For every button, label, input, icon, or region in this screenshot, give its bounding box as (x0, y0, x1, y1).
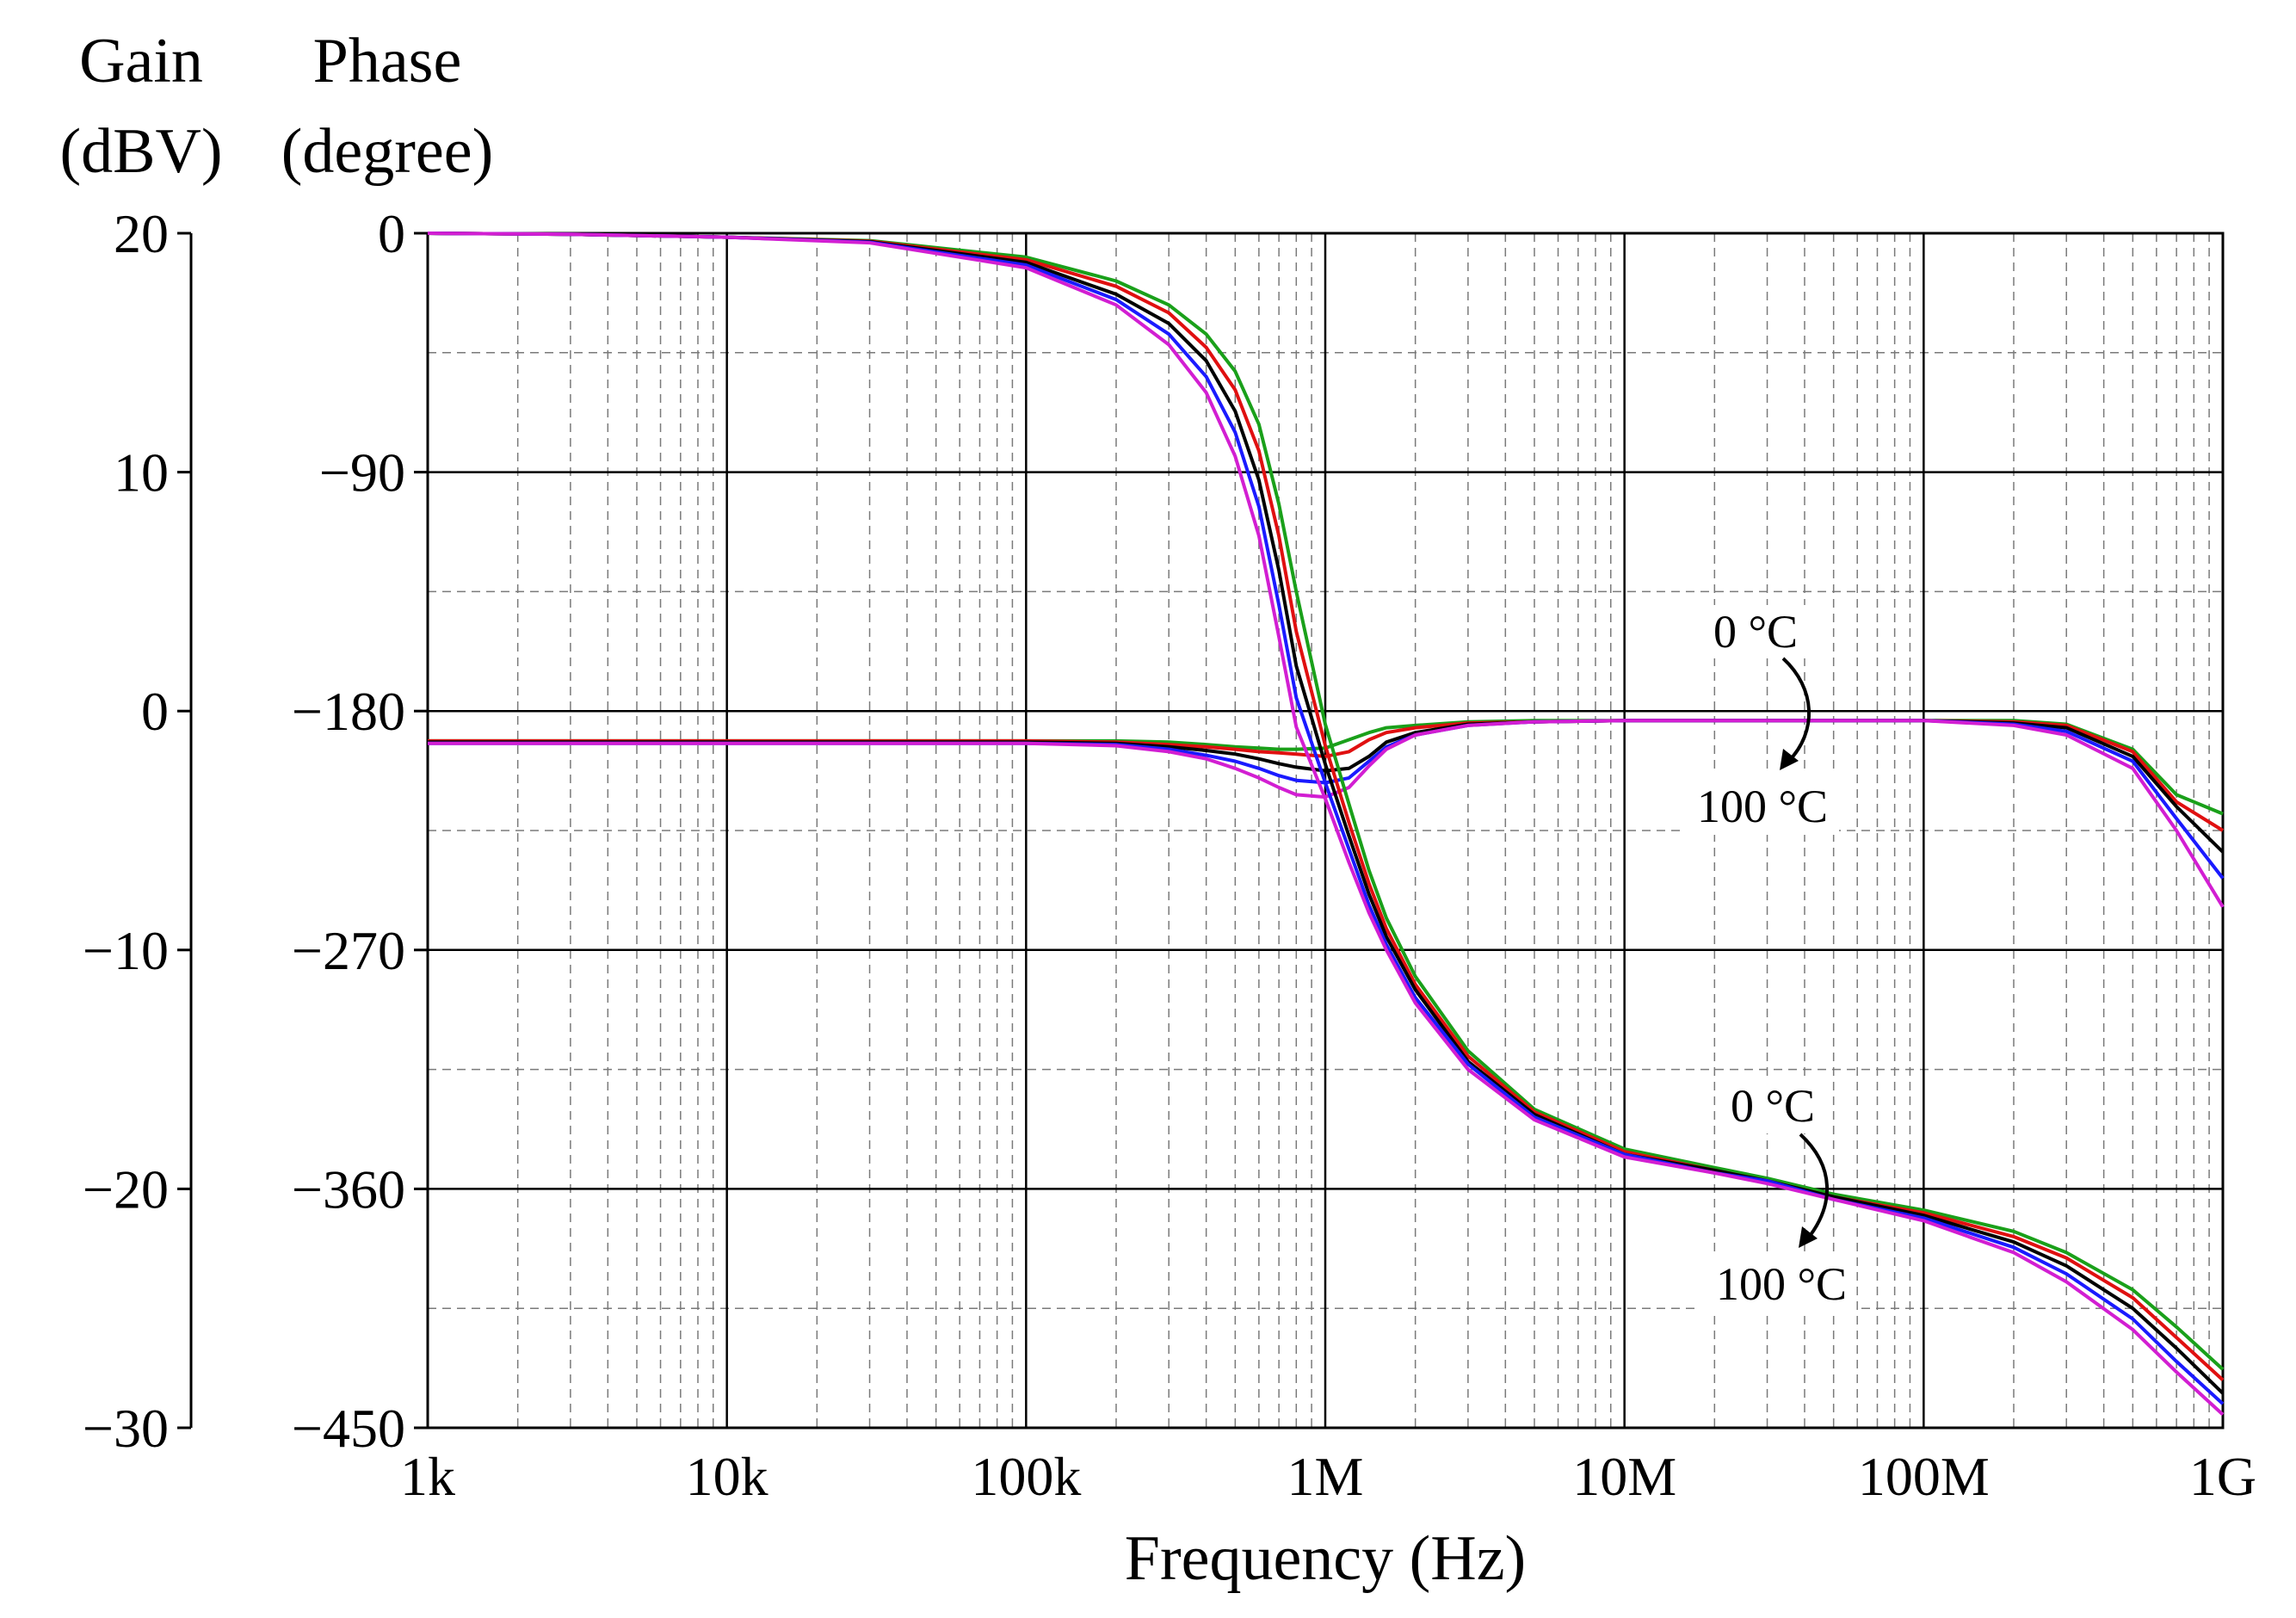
phase-tick-label: −90 (319, 442, 405, 503)
gain-anno-bottom-bg (1682, 775, 1839, 835)
x-tick-label: 10k (686, 1446, 768, 1507)
phase-tick-label: −270 (292, 920, 405, 981)
phase-tick-label: −180 (292, 681, 405, 742)
x-tick-label: 1M (1287, 1446, 1364, 1507)
gain-tick-label: −10 (83, 920, 169, 981)
gain-tick-label: 20 (114, 203, 169, 264)
gain-anno-top-bg (1702, 605, 1814, 658)
phase-series-line (427, 232, 2225, 1381)
phase-tick-label: −450 (292, 1398, 405, 1459)
gain-tick-label: 0 (141, 681, 169, 742)
phase-ticks: 0 −90 −180 −270 −360 −450 (292, 203, 428, 1459)
x-ticks: 1k 10k 100k 1M 10M 100M 1G (400, 1446, 2256, 1507)
phase-anno-top: 0 °C (1731, 1080, 1815, 1132)
x-tick-label: 100k (971, 1446, 1081, 1507)
phase-series-line (427, 232, 2225, 1395)
phase-series-line (427, 232, 2225, 1417)
x-tick-label: 1G (2189, 1446, 2256, 1507)
phase-anno-top-bg (1717, 1080, 1829, 1133)
phase-anno-bottom-bg (1700, 1252, 1856, 1312)
phase-tick-label: −360 (292, 1158, 405, 1220)
gain-ticks: 20 10 0 −10 −20 −30 (83, 203, 191, 1459)
gain-anno-arrowhead (1780, 749, 1799, 770)
phase-anno-arrow (1799, 1133, 1830, 1241)
x-tick-label: 10M (1572, 1446, 1676, 1507)
x-tick-label: 100M (1858, 1446, 1990, 1507)
gain-anno-bottom: 100 °C (1697, 781, 1828, 832)
series-layer (427, 232, 2225, 1417)
gain-tick-label: −30 (83, 1398, 169, 1459)
phase-tick-label: 0 (378, 203, 405, 264)
gain-tick-label: 10 (114, 442, 169, 503)
phase-axis-title-line2: (degree) (281, 116, 493, 187)
x-axis-title: Frequency (Hz) (1125, 1523, 1526, 1594)
phase-series-line (427, 232, 2225, 1371)
gain-anno-arrow (1781, 657, 1811, 763)
phase-anno-arrowhead (1799, 1226, 1818, 1248)
gain-axis-title-line2: (dBV) (59, 116, 222, 187)
x-tick-label: 1k (400, 1446, 455, 1507)
gain-tick-label: −20 (83, 1158, 169, 1220)
gain-axis-title-line1: Gain (79, 26, 203, 96)
gain-anno-top: 0 °C (1713, 606, 1798, 658)
phase-series-line (427, 232, 2225, 1405)
phase-anno-bottom: 100 °C (1716, 1258, 1847, 1310)
gain-series-line (428, 719, 2225, 908)
phase-axis-title-line1: Phase (313, 26, 462, 96)
